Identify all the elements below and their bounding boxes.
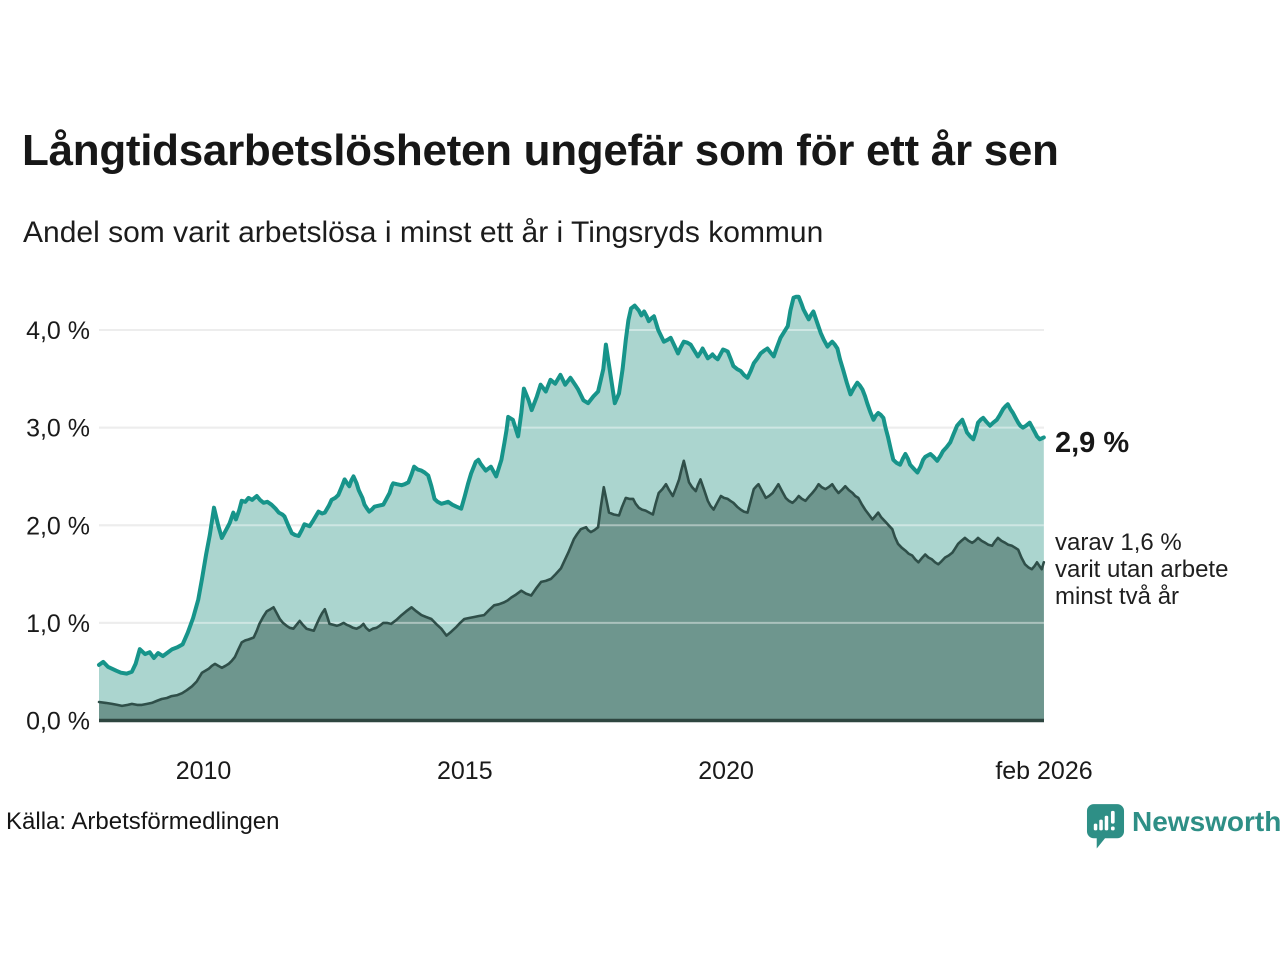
newsworthy-branding: Newsworthy (1086, 803, 1280, 853)
y-tick-label: 3,0 % (26, 415, 90, 443)
source-credit: Källa: Arbetsförmedlingen (6, 808, 280, 835)
y-tick-label: 4,0 % (26, 317, 90, 345)
brand-wordmark: Newsworthy (1132, 806, 1280, 837)
y-tick-label: 2,0 % (26, 512, 90, 540)
y-tick-label: 0,0 % (26, 708, 90, 736)
latest-value-label: 2,9 % (1055, 427, 1130, 459)
x-tick-label: feb 2026 (995, 757, 1092, 785)
minst-tva-ar-area (99, 460, 1044, 721)
page-title: Långtidsarbetslösheten ungefär som för e… (22, 126, 1059, 175)
minst-ett-ar-line (97, 294, 1046, 676)
bar-chart-speech-bubble-icon (1086, 804, 1125, 849)
x-tick-label: 2015 (437, 757, 493, 785)
chart-subtitle: Andel som varit arbetslösa i minst ett å… (23, 216, 824, 249)
secondary-value-label: varav 1,6 % varit utan arbete minst två … (1055, 529, 1229, 610)
x-tick-label: 2010 (176, 757, 232, 785)
x-tick-label: 2020 (698, 757, 754, 785)
y-tick-label: 1,0 % (26, 610, 90, 638)
minst-tva-ar-line (97, 459, 1046, 708)
